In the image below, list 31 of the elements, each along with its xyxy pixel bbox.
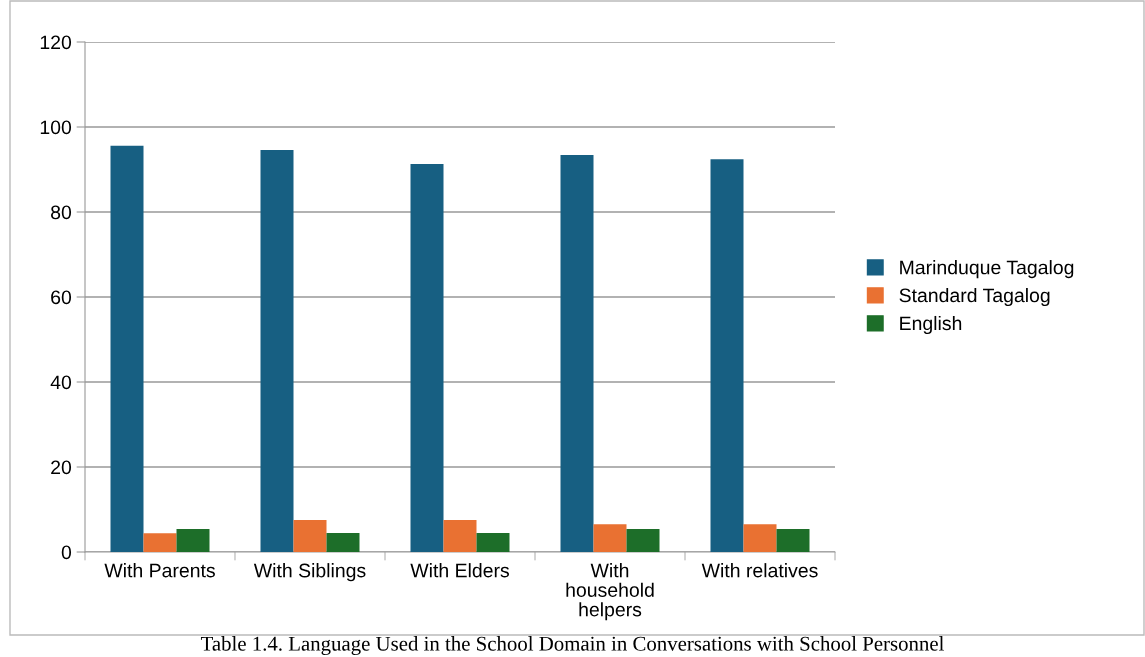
bar <box>410 163 444 552</box>
bar <box>326 532 360 552</box>
y-tick-label: 0 <box>61 545 72 560</box>
y-tick-label: 60 <box>51 290 72 305</box>
x-tick-label: With Parents <box>104 563 215 578</box>
bar <box>293 520 327 552</box>
bar <box>560 155 594 552</box>
y-tick-label: 40 <box>50 375 72 390</box>
x-tick-label: With Siblings <box>253 563 366 582</box>
bar <box>260 149 294 552</box>
y-tick-label: 120 <box>40 35 72 50</box>
caption: Table 1.4. Language Used in the School Domain in Conversations with School Personnel <box>200 636 944 656</box>
y-tick-label: 100 <box>40 120 72 135</box>
bar <box>110 145 144 552</box>
x-tick-label: With Elders <box>410 563 509 578</box>
bar <box>476 532 510 552</box>
x-tick-label: With relatives <box>701 563 818 578</box>
y-tick-label: 80 <box>51 205 72 220</box>
legend-label: English <box>900 315 962 335</box>
bar <box>593 524 627 552</box>
legend-label: Marinduque Tagalog <box>900 260 1074 279</box>
y-tick-label: 20 <box>51 460 72 475</box>
bar <box>743 524 777 552</box>
bar <box>710 159 744 552</box>
legend-label: Standard Tagalog <box>899 287 1050 307</box>
bar <box>443 520 477 552</box>
bar <box>776 529 810 552</box>
bar <box>143 533 177 552</box>
x-tick-label: With household helpers <box>566 563 654 621</box>
bar <box>176 529 210 552</box>
bar <box>626 529 660 552</box>
